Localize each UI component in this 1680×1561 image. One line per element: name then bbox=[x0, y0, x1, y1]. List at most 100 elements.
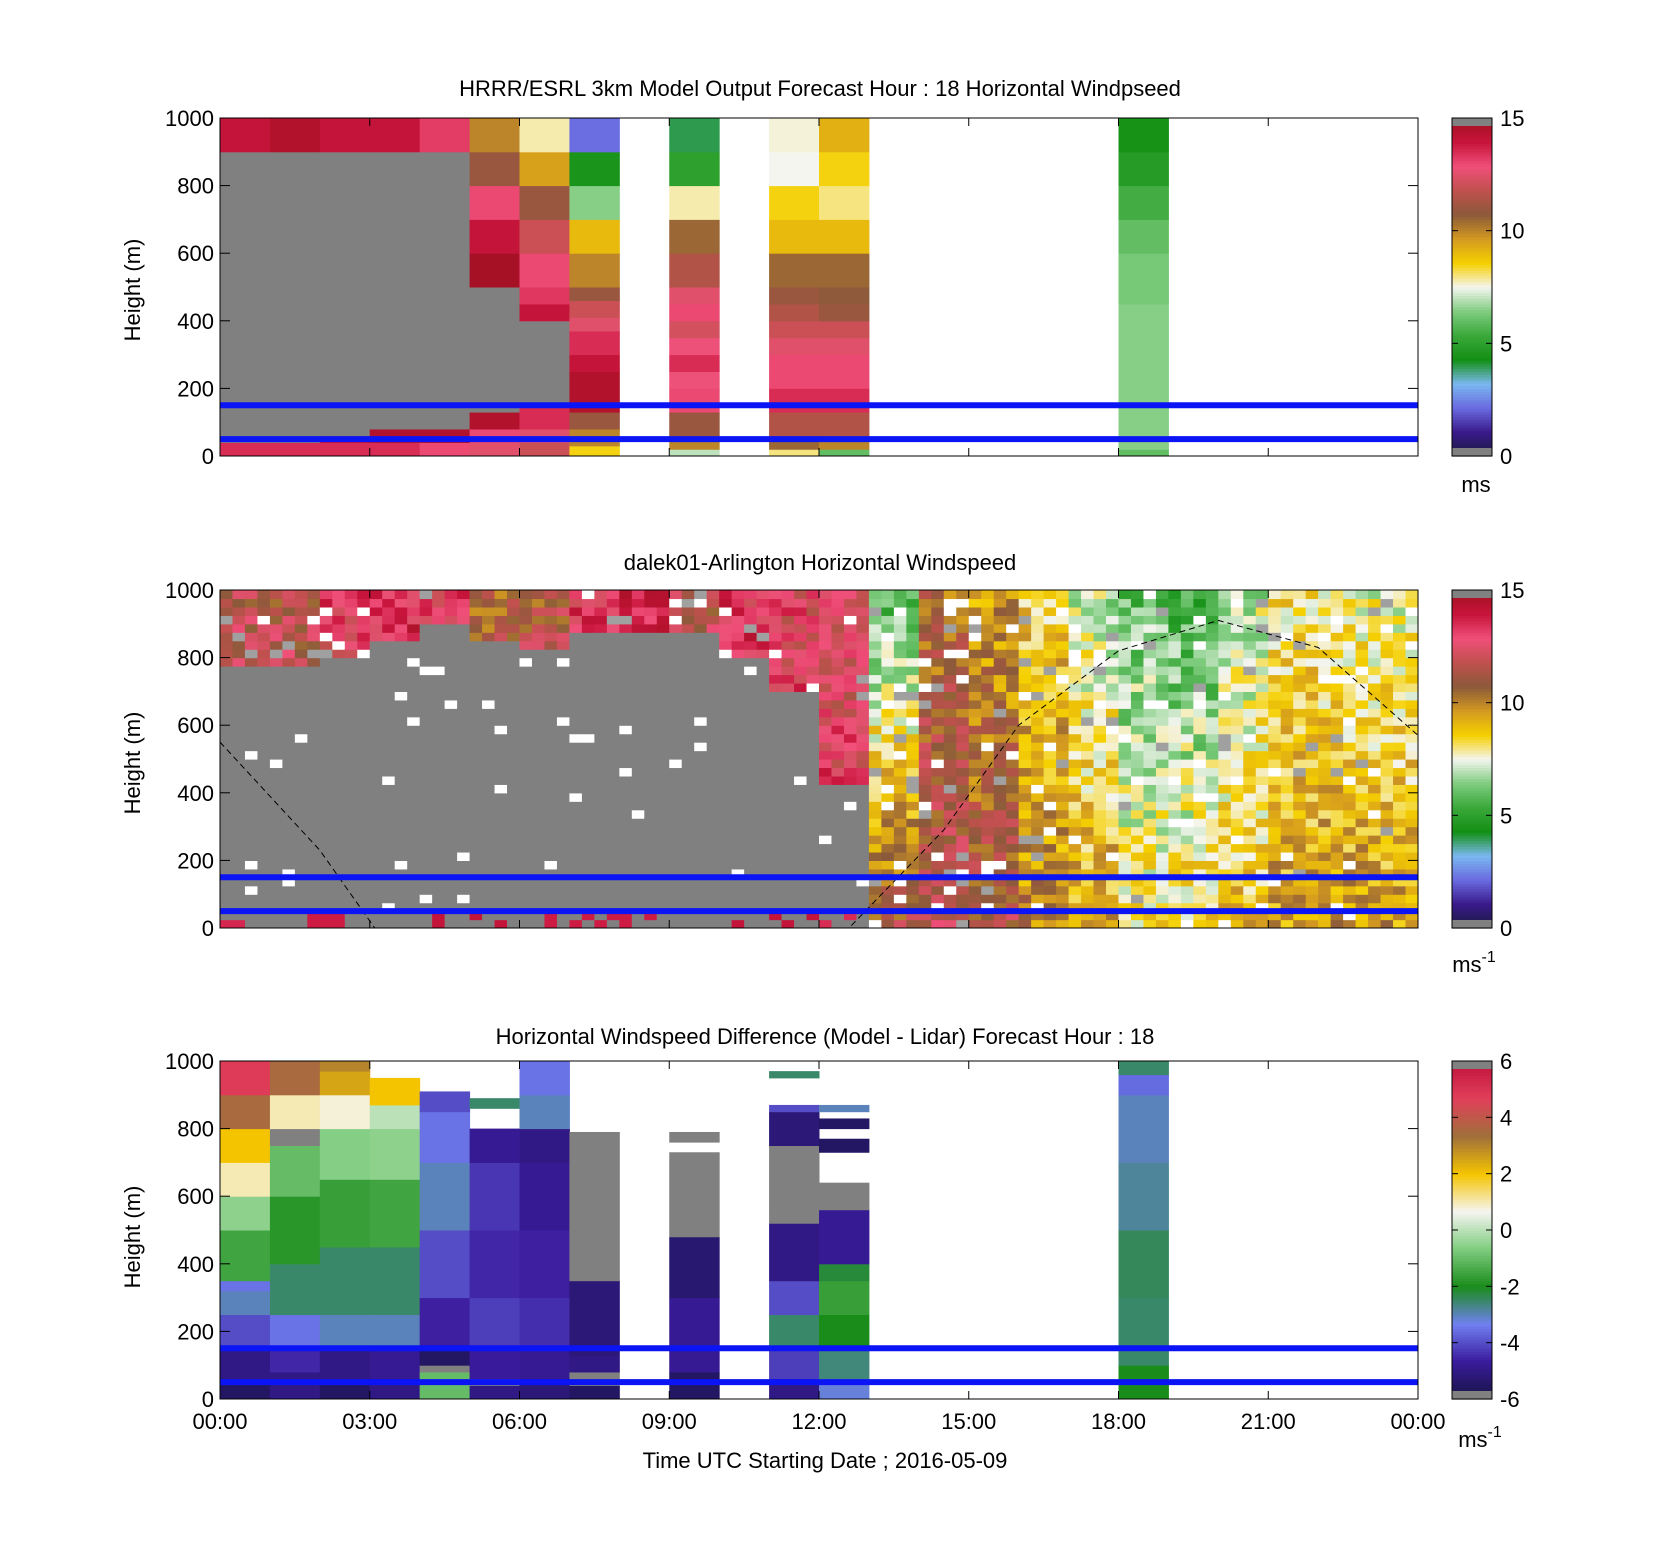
heatmap-cell bbox=[906, 919, 920, 928]
heatmap-cell bbox=[531, 835, 546, 845]
heatmap-cell bbox=[1043, 919, 1057, 928]
heatmap-cell bbox=[1368, 894, 1382, 904]
colorbar-segment bbox=[1452, 764, 1492, 769]
heatmap-cell bbox=[1093, 826, 1107, 836]
heatmap-cell bbox=[457, 674, 471, 684]
heatmap-cell bbox=[1255, 826, 1269, 836]
colorbar-tick-label: 5 bbox=[1500, 331, 1512, 356]
heatmap-cell bbox=[1093, 691, 1107, 701]
heatmap-cell bbox=[382, 716, 396, 726]
heatmap-cell bbox=[819, 1314, 870, 1349]
heatmap-cell bbox=[1006, 742, 1020, 752]
colorbar-segment bbox=[1452, 334, 1492, 339]
heatmap-cell bbox=[344, 750, 358, 760]
heatmap-cell bbox=[531, 792, 546, 802]
heatmap-cell bbox=[1168, 851, 1182, 861]
heatmap-cell bbox=[407, 632, 421, 642]
heatmap-cell bbox=[893, 598, 907, 608]
heatmap-cell bbox=[1093, 742, 1107, 752]
heatmap-cell bbox=[769, 843, 783, 853]
heatmap-cell bbox=[556, 801, 571, 811]
heatmap-cell bbox=[394, 826, 408, 836]
heatmap-cell bbox=[893, 742, 907, 752]
colorbar-segment bbox=[1452, 1353, 1492, 1358]
heatmap-cell bbox=[681, 894, 695, 904]
heatmap-cell bbox=[244, 640, 259, 650]
heatmap-cell bbox=[644, 826, 658, 836]
colorbar-segment bbox=[1452, 1384, 1492, 1389]
heatmap-cell bbox=[357, 818, 371, 828]
heatmap-cell bbox=[544, 784, 558, 794]
heatmap-cell bbox=[1355, 632, 1369, 642]
heatmap-cell bbox=[569, 649, 583, 659]
heatmap-cell bbox=[581, 902, 595, 912]
heatmap-cell bbox=[781, 801, 795, 811]
heatmap-cell bbox=[756, 775, 770, 785]
heatmap-cell bbox=[1380, 902, 1394, 912]
heatmap-cell bbox=[694, 733, 708, 743]
heatmap-cell bbox=[282, 598, 296, 608]
heatmap-cell bbox=[1330, 606, 1344, 616]
heatmap-cell bbox=[1230, 868, 1244, 878]
heatmap-cell bbox=[457, 843, 471, 853]
heatmap-cell bbox=[1230, 649, 1244, 659]
heatmap-cell bbox=[806, 894, 820, 904]
heatmap-cell bbox=[382, 818, 396, 828]
heatmap-cell bbox=[756, 818, 770, 828]
heatmap-cell bbox=[656, 792, 670, 802]
heatmap-cell bbox=[307, 708, 321, 718]
heatmap-cell bbox=[1255, 784, 1269, 794]
heatmap-cell bbox=[544, 657, 558, 667]
heatmap-cell bbox=[1305, 792, 1319, 802]
heatmap-cell bbox=[332, 894, 346, 904]
heatmap-cell bbox=[581, 632, 595, 642]
heatmap-cell bbox=[831, 868, 845, 878]
heatmap-cell bbox=[1243, 877, 1257, 887]
boundary-layer-curve bbox=[220, 619, 1418, 928]
heatmap-cell bbox=[1130, 775, 1145, 785]
colorbar-segment bbox=[1452, 1204, 1492, 1209]
heatmap-cell bbox=[594, 759, 608, 769]
heatmap-cell bbox=[781, 615, 795, 625]
colorbar-segment bbox=[1452, 1325, 1492, 1330]
heatmap-cell bbox=[731, 725, 745, 735]
heatmap-cell bbox=[669, 809, 683, 819]
heatmap-cell bbox=[831, 615, 845, 625]
heatmap-cell bbox=[1193, 759, 1207, 769]
heatmap-cell bbox=[1043, 699, 1057, 709]
heatmap-cell bbox=[1318, 809, 1332, 819]
heatmap-cell bbox=[556, 885, 571, 895]
heatmap-cell bbox=[1280, 725, 1294, 735]
heatmap-cell bbox=[1018, 657, 1032, 667]
heatmap-cell bbox=[1193, 809, 1207, 819]
heatmap-cell bbox=[432, 894, 446, 904]
heatmap-cell bbox=[544, 759, 558, 769]
heatmap-cell bbox=[1268, 750, 1282, 760]
heatmap-cell bbox=[1343, 666, 1357, 676]
heatmap-cell bbox=[981, 877, 995, 887]
heatmap-cell bbox=[956, 877, 970, 887]
heatmap-cell bbox=[1168, 801, 1182, 811]
heatmap-cell bbox=[594, 784, 608, 794]
heatmap-cell bbox=[469, 674, 483, 684]
heatmap-cell bbox=[482, 851, 496, 861]
heatmap-cell bbox=[781, 733, 795, 743]
heatmap-cell bbox=[282, 860, 296, 870]
colorbar-segment bbox=[1452, 798, 1492, 802]
heatmap-cell bbox=[918, 632, 932, 642]
heatmap-cell bbox=[220, 860, 234, 870]
heatmap-cell bbox=[744, 699, 758, 709]
heatmap-cell bbox=[631, 657, 645, 667]
heatmap-cell bbox=[1268, 699, 1282, 709]
heatmap-cell bbox=[1193, 818, 1207, 828]
heatmap-cell bbox=[1043, 885, 1057, 895]
heatmap-cell bbox=[1243, 615, 1257, 625]
colorbar-segment bbox=[1452, 1215, 1492, 1220]
heatmap-cell bbox=[806, 691, 820, 701]
heatmap-cell bbox=[706, 868, 720, 878]
colorbar-segment bbox=[1452, 1351, 1492, 1355]
heatmap-cell bbox=[232, 902, 246, 912]
heatmap-cell bbox=[1155, 801, 1170, 811]
heatmap-cell bbox=[1293, 606, 1307, 616]
heatmap-cell bbox=[1043, 775, 1057, 785]
